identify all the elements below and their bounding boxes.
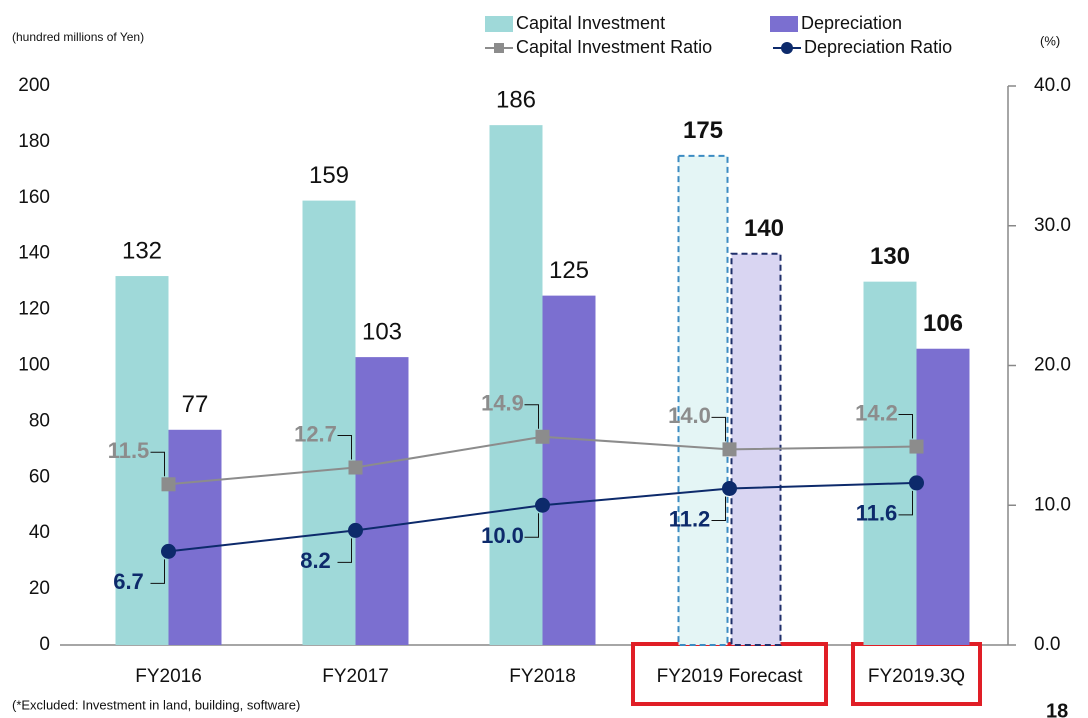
bar — [489, 125, 543, 645]
marker — [722, 442, 737, 457]
leader — [150, 559, 165, 584]
bar — [168, 429, 222, 645]
y2-tick-label: 0.0 — [1034, 634, 1060, 655]
y2-tick-label: 30.0 — [1034, 215, 1071, 236]
bar — [302, 200, 356, 645]
x-tick-label: FY2019 Forecast — [657, 666, 803, 687]
bar-value-label: 125 — [549, 257, 589, 284]
marker — [909, 475, 924, 491]
marker — [722, 480, 737, 496]
y-tick-label: 40 — [29, 522, 50, 543]
marker — [535, 497, 550, 513]
line-value-label: 12.7 — [294, 421, 337, 446]
marker — [348, 522, 363, 538]
leader — [711, 416, 726, 442]
bar-value-label: 175 — [683, 117, 723, 144]
line-value-label: 14.9 — [481, 391, 524, 416]
legend-label: Capital Investment Ratio — [516, 37, 712, 57]
line-value-label: 11.6 — [856, 501, 898, 526]
legend-label: Depreciation — [801, 13, 902, 33]
y-tick-label: 0 — [39, 634, 50, 655]
y2-unit-label: (%) — [1040, 33, 1060, 48]
highlight-box — [631, 642, 828, 706]
y-tick-label: 140 — [18, 243, 50, 264]
marker — [161, 543, 176, 559]
y-tick-label: 20 — [29, 578, 50, 599]
line-value-label: 14.2 — [855, 400, 898, 425]
legend-label: Depreciation Ratio — [804, 37, 952, 57]
bar-value-label: 140 — [744, 215, 784, 242]
legend-swatch — [770, 16, 798, 32]
footnote: (*Excluded: Investment in land, building… — [12, 697, 300, 712]
leader — [524, 404, 539, 429]
marker — [535, 429, 550, 444]
line-value-label: 11.5 — [108, 438, 150, 463]
y-tick-label: 180 — [18, 131, 50, 152]
leader — [337, 538, 352, 563]
leader — [898, 490, 913, 516]
legend-marker — [494, 43, 504, 53]
bar-value-label: 130 — [870, 243, 910, 270]
y-tick-label: 120 — [18, 299, 50, 320]
leader — [898, 414, 913, 439]
y-tick-label: 160 — [18, 187, 50, 208]
y-tick-label: 80 — [29, 410, 50, 431]
line-value-label: 14.0 — [668, 403, 711, 428]
line-value-label: 10.0 — [481, 523, 524, 548]
y2-tick-label: 10.0 — [1034, 494, 1071, 515]
bar — [677, 154, 729, 646]
leader — [711, 496, 726, 521]
bar — [542, 295, 596, 645]
y-tick-label: 60 — [29, 466, 50, 487]
bar-value-label: 159 — [309, 162, 349, 189]
legend-swatch — [485, 16, 513, 32]
leader — [524, 513, 539, 538]
marker — [161, 477, 176, 492]
bar — [355, 357, 409, 645]
leader — [337, 435, 352, 460]
leader — [150, 451, 165, 477]
marker — [348, 460, 363, 475]
unit-label: (hundred millions of Yen) — [12, 30, 144, 44]
legend-marker — [781, 42, 793, 54]
bar-value-label: 103 — [362, 318, 402, 345]
y-tick-label: 200 — [18, 75, 50, 96]
line-value-label: 6.7 — [113, 569, 144, 594]
line-value-label: 11.2 — [669, 506, 711, 531]
bar-value-label: 106 — [923, 310, 963, 337]
marker — [909, 439, 924, 454]
bar-value-label: 77 — [182, 391, 209, 418]
legend-label: Capital Investment — [516, 13, 665, 33]
x-tick-label: FY2019.3Q — [868, 666, 965, 687]
x-tick-label: FY2016 — [135, 666, 202, 687]
bar-value-label: 132 — [122, 237, 162, 264]
bar — [916, 348, 970, 645]
page-number: 18 — [1046, 700, 1068, 718]
y-tick-label: 100 — [18, 355, 50, 376]
line-value-label: 8.2 — [300, 548, 331, 573]
bar-value-label: 186 — [496, 86, 536, 113]
x-tick-label: FY2018 — [509, 666, 576, 687]
y2-tick-label: 20.0 — [1034, 355, 1071, 376]
y2-tick-label: 40.0 — [1034, 75, 1071, 96]
x-tick-label: FY2017 — [322, 666, 389, 687]
bar — [863, 281, 917, 645]
